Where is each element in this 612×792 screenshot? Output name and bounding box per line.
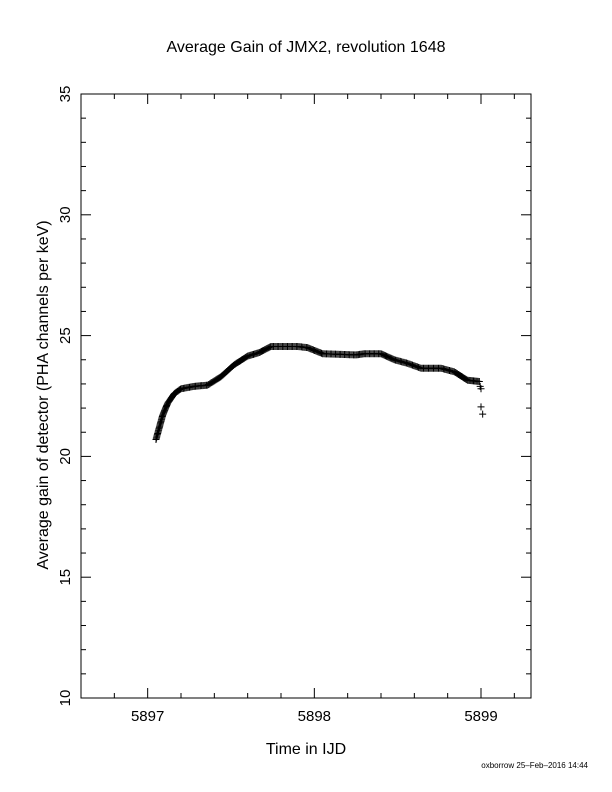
y-tick-label: 10 <box>57 690 74 707</box>
y-axis-label: Average gain of detector (PHA channels p… <box>35 220 52 569</box>
data-points <box>152 342 487 443</box>
y-tick-label: 20 <box>57 448 74 465</box>
data-point <box>477 403 485 411</box>
data-point <box>479 410 487 418</box>
tick-marks <box>81 94 531 698</box>
x-axis-label: Time in IJD <box>266 741 346 758</box>
data-point <box>475 378 483 386</box>
y-tick-label: 15 <box>57 569 74 586</box>
footer-stamp: oxborrow 25–Feb–2016 14:44 <box>481 761 588 770</box>
tick-labels: 5897 5898 5899 10 15 20 25 30 35 <box>57 86 498 725</box>
x-tick-label: 5899 <box>464 708 497 725</box>
x-tick-label: 5897 <box>131 708 164 725</box>
data-point <box>477 385 485 393</box>
y-tick-label: 25 <box>57 327 74 344</box>
y-tick-label: 35 <box>57 86 74 103</box>
plot-frame <box>80 93 532 699</box>
y-tick-label: 30 <box>57 206 74 223</box>
chart-title: Average Gain of JMX2, revolution 1648 <box>167 39 446 56</box>
x-tick-label: 5898 <box>298 708 331 725</box>
